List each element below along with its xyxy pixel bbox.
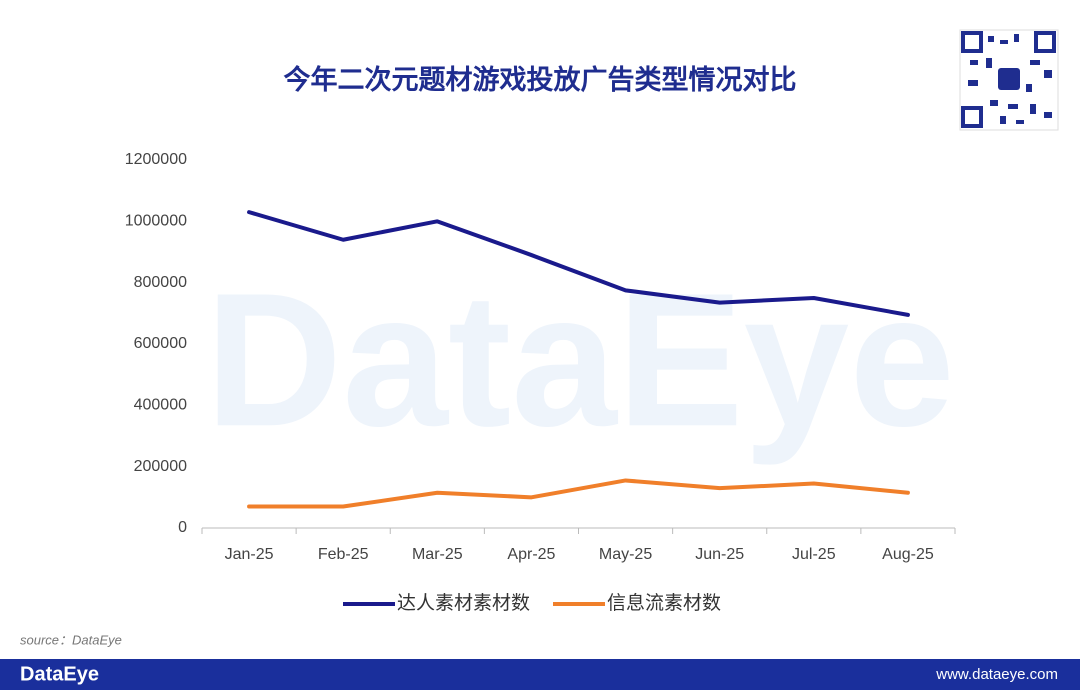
y-tick-label: 1000000 <box>125 213 187 230</box>
y-tick-label: 1200000 <box>125 151 187 168</box>
legend-label: 达人素材素材数 <box>397 592 530 614</box>
chart-title: 今年二次元题材游戏投放广告类型情况对比 <box>284 64 797 95</box>
x-tick-label: Feb-25 <box>318 546 369 563</box>
series-line <box>247 210 910 317</box>
y-tick-label: 0 <box>178 519 187 536</box>
legend-label: 信息流素材数 <box>607 592 721 614</box>
source-note: source：DataEye <box>20 632 122 647</box>
y-tick-label: 400000 <box>134 397 187 414</box>
x-tick-label: Aug-25 <box>882 546 934 563</box>
y-tick-label: 200000 <box>134 458 187 475</box>
x-tick-label: Jun-25 <box>695 546 744 563</box>
footer-brand: DataEye <box>20 663 99 685</box>
x-tick-label: Jul-25 <box>792 546 836 563</box>
footer-bar <box>0 659 1080 690</box>
y-tick-label: 600000 <box>134 335 187 352</box>
x-tick-label: Mar-25 <box>412 546 463 563</box>
qr-code <box>959 29 1059 131</box>
footer-url: www.dataeye.com <box>935 666 1058 683</box>
watermark: DataEye <box>205 254 955 466</box>
x-tick-label: Jan-25 <box>225 546 274 563</box>
y-tick-label: 800000 <box>134 274 187 291</box>
x-tick-label: May-25 <box>599 546 652 563</box>
series-line <box>247 478 910 509</box>
x-tick-label: Apr-25 <box>507 546 555 563</box>
